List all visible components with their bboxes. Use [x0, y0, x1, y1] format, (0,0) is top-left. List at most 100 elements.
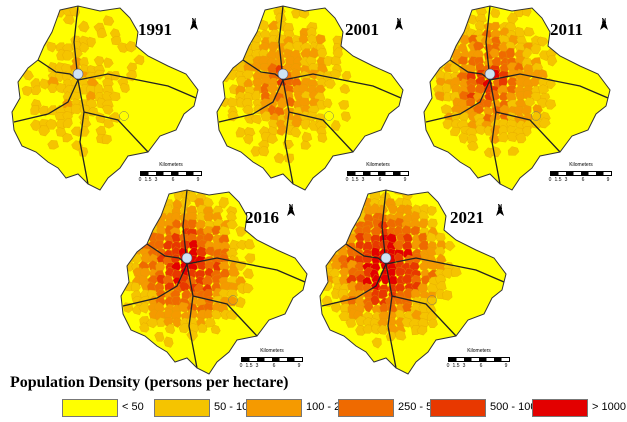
scale-tick: 0	[345, 177, 349, 183]
density-map	[120, 189, 308, 375]
ward-cell	[94, 69, 105, 80]
ward-cell	[259, 63, 270, 73]
legend: < 50 50 - 100 100 - 250 250 - 500 500 - …	[62, 397, 626, 419]
ward-cell	[21, 85, 34, 97]
legend-swatch	[62, 399, 118, 417]
ward-cell	[347, 206, 359, 218]
north-arrow-icon: N	[188, 18, 200, 30]
ward-cell	[70, 103, 82, 115]
zone-boundary	[182, 189, 188, 265]
ward-cell	[300, 118, 311, 130]
zone-boundary	[385, 257, 505, 283]
zone-boundary	[83, 111, 149, 153]
zone-boundary	[77, 79, 89, 185]
map-year: 1991	[138, 20, 172, 39]
map-year: 2011	[550, 20, 584, 39]
scale-graphic	[550, 171, 612, 176]
ward-cell	[475, 124, 486, 135]
ward-cell	[38, 105, 49, 117]
scale-tick: 0	[239, 363, 243, 369]
scale-tick: 1.5	[245, 363, 253, 369]
ward-cell	[164, 323, 175, 335]
ward-cell	[323, 55, 334, 66]
scale-tick: 3	[154, 177, 158, 183]
ward-cell	[244, 113, 255, 124]
zone-boundary	[77, 73, 197, 99]
map-panel-1991: 1991 N Kilometers 0 1.5 3 6 9	[8, 2, 208, 192]
ward-cell	[226, 295, 238, 307]
ward-cell	[101, 104, 114, 115]
ward-cell	[242, 134, 254, 145]
ward-cell	[229, 239, 241, 251]
zone-boundary	[13, 79, 79, 123]
north-arrow-icon: N	[285, 204, 297, 216]
ward-cell	[140, 213, 151, 224]
scale-tick: 9	[606, 177, 610, 183]
ward-cell	[331, 224, 343, 237]
ward-cell	[323, 213, 335, 225]
ward-cell	[340, 111, 351, 122]
scale-tick: 1.5	[144, 177, 152, 183]
ward-cell	[489, 146, 502, 158]
ward-cell	[154, 332, 165, 342]
ward-cell	[523, 27, 535, 37]
ward-cell	[440, 29, 453, 39]
ward-cell	[138, 302, 150, 314]
scale-bar: Kilometers 0 1.5 3 6 9	[343, 162, 413, 184]
scale-tick: 6	[272, 363, 276, 369]
north-arrow-icon: N	[598, 18, 610, 30]
scale-graphic	[241, 357, 303, 362]
ward-cell	[363, 301, 374, 313]
ward-cell	[427, 55, 439, 66]
zone-boundary	[186, 257, 306, 283]
ward-cell	[244, 22, 257, 33]
ward-cell	[317, 132, 328, 143]
ward-cell	[186, 329, 198, 342]
ward-cell	[205, 317, 216, 328]
ward-cell	[133, 54, 145, 66]
ward-cell	[121, 260, 126, 272]
ward-cell	[62, 132, 73, 143]
map-panel-2021: 2021 N Kilometers 0 1.5 3 6 9	[316, 186, 516, 376]
scale-tick: 6	[479, 363, 483, 369]
ward-cell	[31, 85, 42, 95]
ward-cell	[242, 268, 254, 279]
ward-cell	[15, 56, 27, 68]
ward-cell	[337, 204, 348, 216]
ward-cell	[355, 211, 366, 222]
ward-cell	[172, 317, 182, 328]
ward-cell	[62, 50, 75, 61]
ward-cell	[320, 239, 327, 250]
zone-boundary	[278, 5, 284, 81]
ward-cell	[329, 235, 341, 245]
zone-boundary	[385, 263, 397, 369]
legend-label: > 1000	[592, 401, 626, 413]
ward-cell	[146, 317, 159, 329]
ward-cell	[229, 48, 240, 59]
ward-cell	[244, 253, 256, 264]
north-arrow-icon: N	[393, 18, 405, 30]
ward-cell	[62, 14, 75, 25]
scale-tick: 6	[171, 177, 175, 183]
ward-cell	[226, 219, 238, 230]
ward-cell	[291, 117, 302, 128]
ward-cell	[147, 206, 158, 217]
ward-cell	[450, 15, 462, 25]
density-map	[11, 5, 199, 191]
zone-boundary	[425, 79, 491, 123]
scale-tick: 3	[564, 177, 568, 183]
ward-cell	[377, 324, 388, 335]
ward-cell	[139, 221, 151, 231]
ward-cell	[124, 40, 137, 53]
ward-cell	[130, 240, 141, 251]
ward-cell	[385, 331, 397, 342]
ward-cell	[121, 266, 126, 278]
map-panel-2011: 2011 N Kilometers 0 1.5 3 6 9	[420, 2, 620, 192]
zone-boundary	[321, 263, 387, 307]
ward-cell	[442, 290, 453, 301]
ward-cell	[235, 127, 247, 138]
ward-cell	[79, 41, 89, 53]
ward-cell	[210, 324, 221, 335]
city-outline	[120, 189, 308, 375]
ward-cell	[101, 134, 112, 145]
